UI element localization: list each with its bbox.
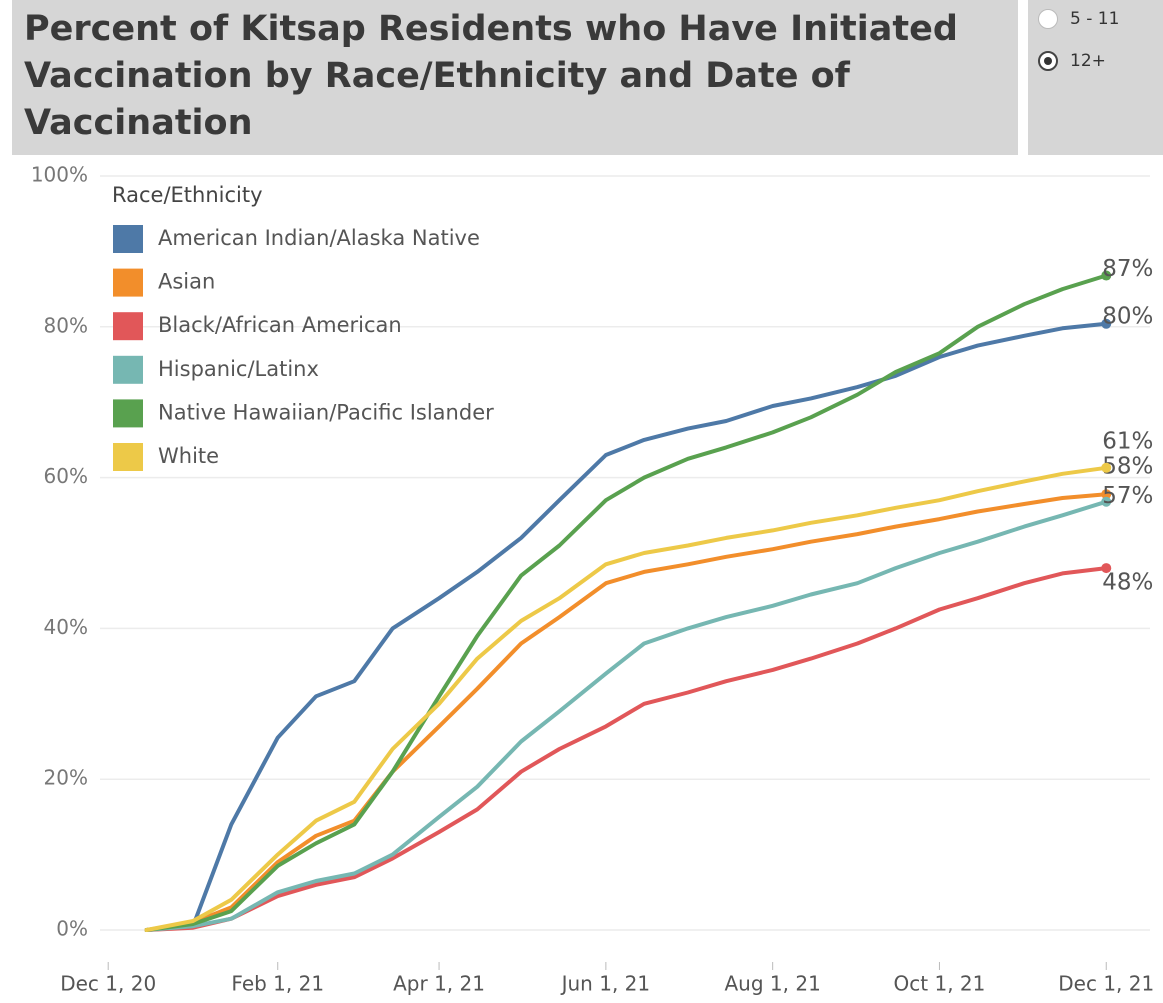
data-label: 87% (1102, 256, 1153, 282)
legend-swatch (113, 355, 143, 384)
series-line (144, 499, 1109, 932)
data-label: 80% (1102, 303, 1153, 329)
end-point (1101, 563, 1112, 574)
radio-button[interactable] (1038, 51, 1058, 71)
radio-option[interactable]: 12+ (1038, 48, 1106, 74)
radio-option[interactable]: 5 - 11 (1038, 6, 1119, 32)
legend-label: Black/African American (158, 313, 402, 337)
x-tick-label: Oct 1, 21 (894, 972, 986, 996)
series-line (144, 321, 1109, 932)
legend-label: White (158, 444, 219, 468)
legend-swatch (113, 399, 143, 428)
x-tick-label: Apr 1, 21 (393, 972, 485, 996)
legend-swatch (113, 443, 143, 471)
chart-title: Percent of Kitsap Residents who Have Ini… (24, 9, 958, 143)
end-point (1101, 489, 1112, 500)
x-tick-label: Dec 1, 21 (1058, 972, 1154, 996)
y-tick-label: 60% (44, 464, 88, 488)
legend-swatch (113, 225, 143, 253)
end-point (1101, 270, 1112, 281)
data-label: 61% (1102, 428, 1153, 454)
legend-swatch (113, 268, 143, 297)
legend-label: American Indian/Alaska Native (158, 226, 480, 250)
legend-title: Race/Ethnicity (112, 183, 263, 207)
y-tick-label: 80% (44, 313, 88, 337)
legend-label: Native Hawaiian/Pacific Islander (158, 400, 494, 424)
legend: Race/Ethnicity American Indian/Alaska Nat… (112, 183, 494, 471)
data-label: 57% (1102, 483, 1153, 509)
radio-label[interactable]: 5 - 11 (1070, 9, 1120, 29)
x-tick-label: Jun 1, 21 (560, 972, 651, 996)
end-point (1101, 462, 1112, 473)
y-tick-label: 20% (44, 766, 88, 790)
x-tick-label: Dec 1, 20 (60, 972, 156, 996)
end-point (1101, 496, 1112, 507)
legend-label: Asian (158, 270, 215, 294)
radio-button[interactable] (1038, 9, 1058, 29)
x-tick-label: Feb 1, 21 (231, 972, 324, 996)
y-tick-label: 100% (31, 163, 88, 187)
legend-swatch (113, 312, 143, 341)
y-tick-label: 0% (56, 917, 88, 941)
x-tick-label: Aug 1, 21 (725, 972, 821, 996)
end-point (1101, 318, 1112, 329)
data-label: 48% (1102, 570, 1153, 596)
title-box: Percent of Kitsap Residents who Have Ini… (12, 0, 1018, 155)
legend-label: Hispanic/Latinx (158, 357, 319, 381)
y-tick-label: 40% (44, 615, 88, 639)
age-filter: 5 - 11 12+ (1028, 0, 1163, 155)
series-line (144, 566, 1109, 932)
series-line (144, 273, 1109, 932)
series-line (144, 492, 1109, 932)
radio-label[interactable]: 12+ (1070, 51, 1106, 71)
series-line (144, 465, 1109, 932)
